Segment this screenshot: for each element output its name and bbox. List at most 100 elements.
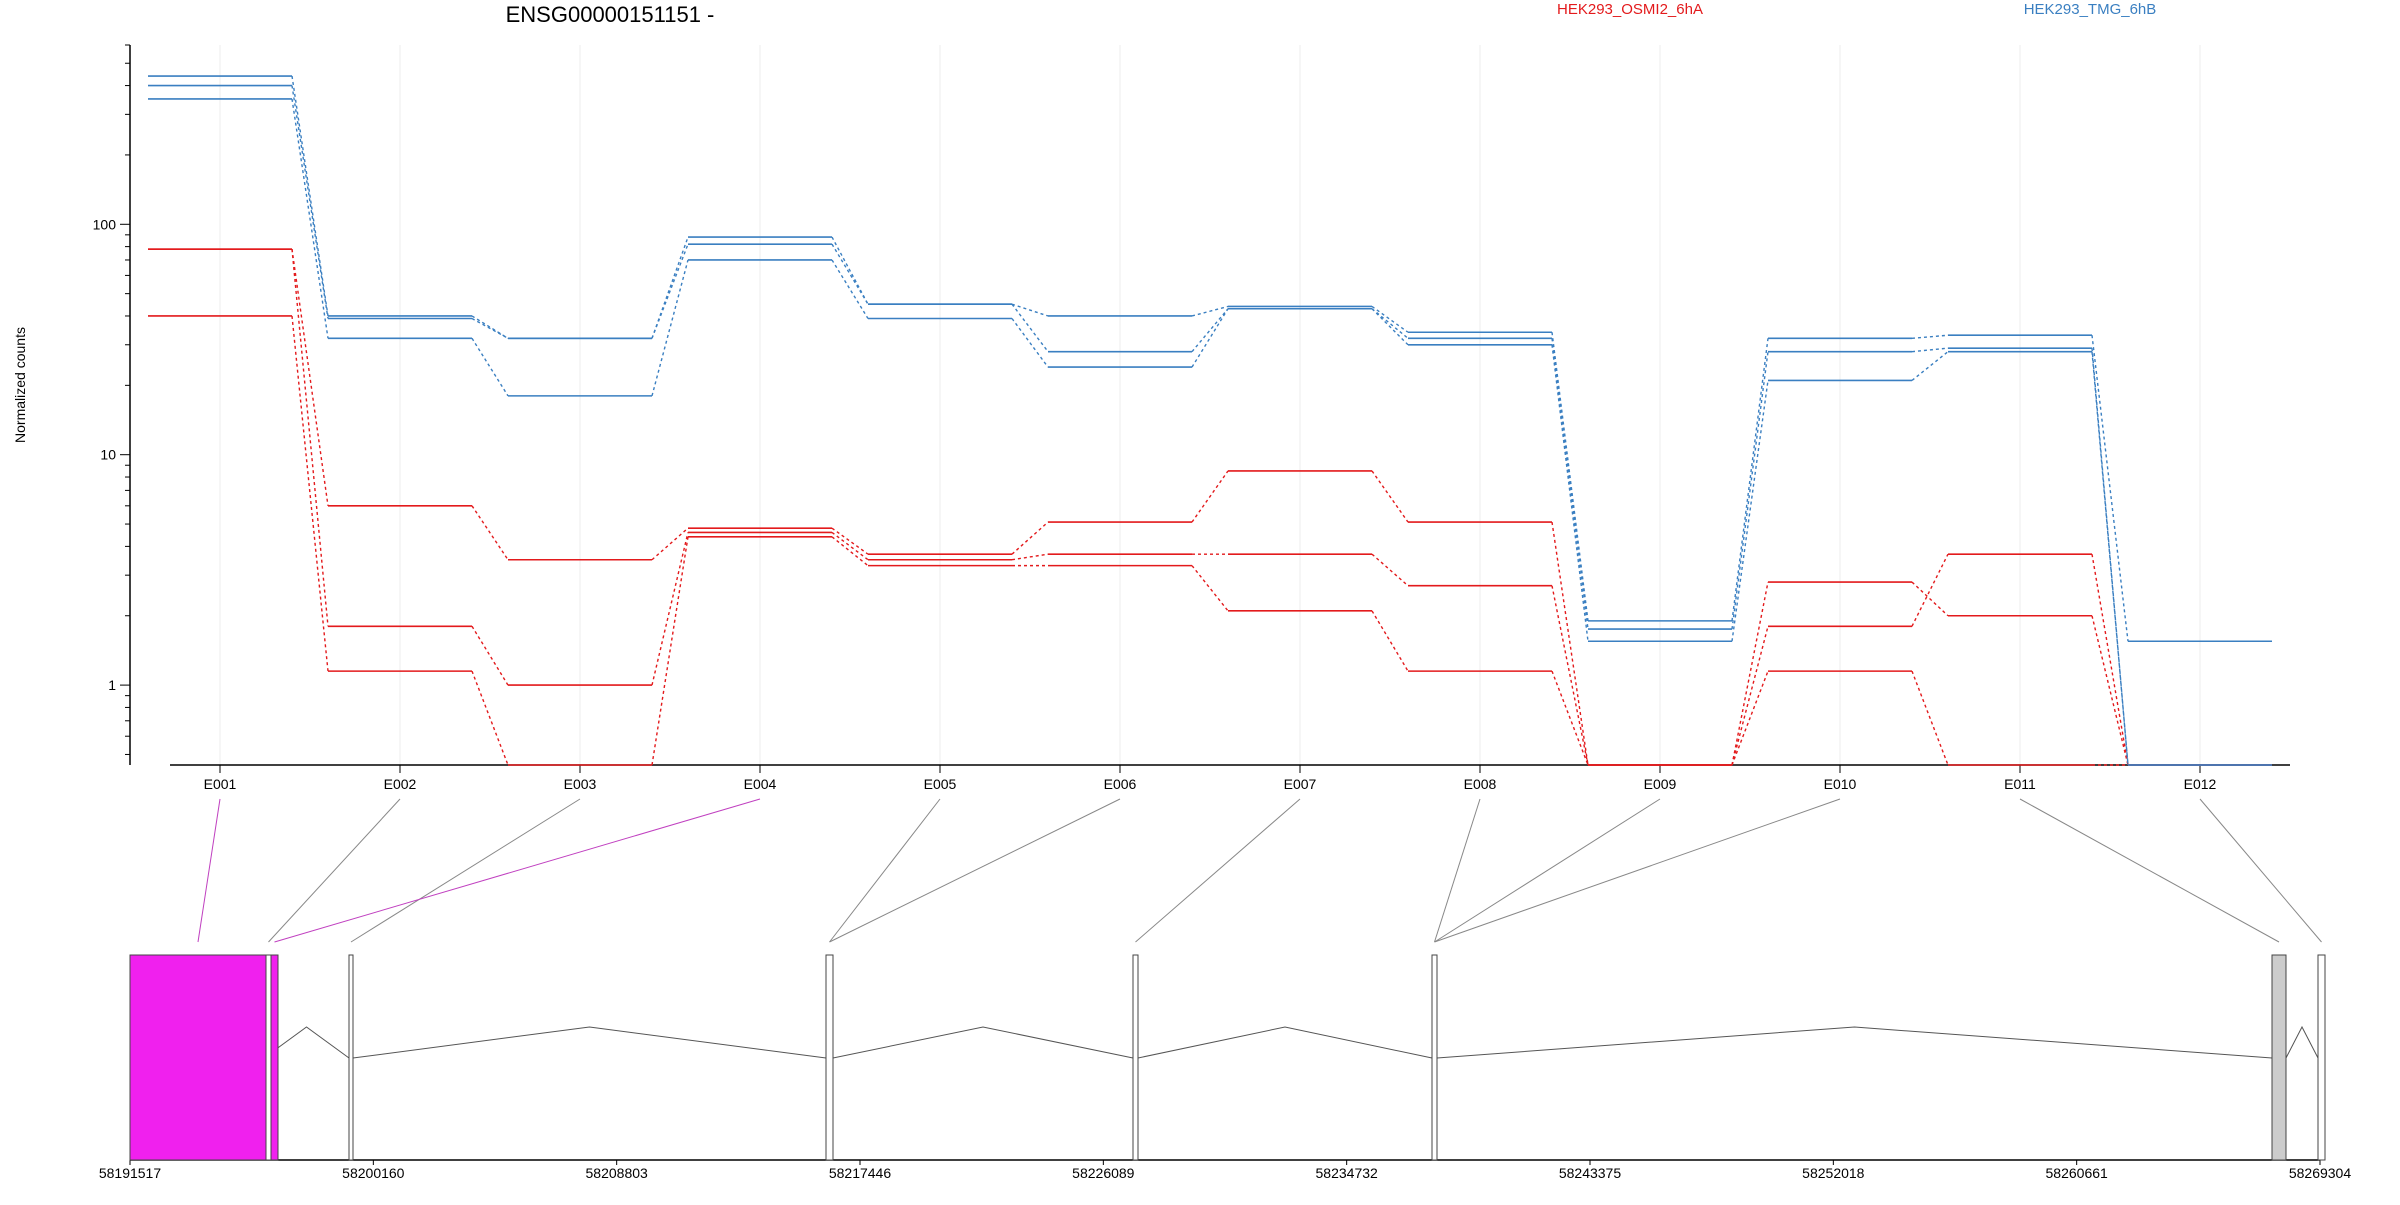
- x-tick-label: E003: [564, 776, 597, 792]
- x-tick-label: E006: [1104, 776, 1137, 792]
- series-transition: [291, 75, 329, 317]
- x-tick-label: E012: [2184, 776, 2217, 792]
- series-transition: [831, 236, 869, 305]
- series-transition: [1731, 670, 1769, 766]
- series-lines: [148, 75, 2272, 766]
- coordinate-tick-label: 58269304: [2289, 1165, 2352, 1181]
- series-transition: [1371, 305, 1409, 333]
- series-transition: [831, 259, 869, 319]
- series-transition: [2091, 615, 2129, 766]
- series-transition: [2091, 554, 2129, 766]
- series-transition: [651, 243, 689, 339]
- series-transition: [471, 315, 509, 339]
- chart-title: ENSG00000151151 -: [506, 2, 715, 27]
- y-tick-label: 100: [93, 216, 117, 232]
- intron-line: [1436, 1026, 2273, 1059]
- axes: 1 10 100 E001 E002 E003 E004 E005 E006 E007 E008 E0…: [93, 44, 2290, 792]
- series-transition: [1731, 626, 1769, 766]
- series-transition: [291, 315, 329, 672]
- series-transition: [1371, 308, 1409, 339]
- series-transition: [1911, 334, 1949, 340]
- exon-connector: [2019, 798, 2280, 943]
- coordinate-tick-label: 58208803: [586, 1165, 649, 1181]
- series-transition: [1011, 303, 1049, 317]
- series-transition: [1191, 305, 1229, 317]
- series-transition: [1551, 332, 1589, 621]
- exon-connector: [197, 798, 221, 943]
- x-tick-label: E010: [1824, 776, 1857, 792]
- series-transition: [1011, 318, 1049, 368]
- exon-connector: [1434, 798, 1481, 943]
- legend-entry-tmg: HEK293_TMG_6hB: [2024, 1, 2157, 18]
- exon-box: [825, 954, 834, 1161]
- y-tick-label: 10: [100, 447, 116, 463]
- x-tick-label: E011: [2004, 776, 2036, 792]
- series-transition: [471, 317, 509, 339]
- series-transition: [1731, 581, 1769, 766]
- exon-box: [265, 954, 272, 1161]
- x-tick-label: E002: [384, 776, 417, 792]
- series-transition: [1731, 380, 1769, 642]
- exon-box: [348, 954, 354, 1161]
- series-transition: [831, 243, 869, 305]
- series-transition: [1371, 308, 1409, 346]
- exon-box: [2317, 954, 2326, 1161]
- x-tick-label: E004: [744, 776, 777, 792]
- series-transition: [2091, 348, 2129, 766]
- series-transition: [1011, 303, 1049, 353]
- coordinate-tick-label: 58191517: [99, 1165, 162, 1181]
- exon-box: [2271, 954, 2287, 1161]
- exon-connector: [1135, 798, 1301, 943]
- series-transition: [1191, 470, 1229, 523]
- series-transition: [651, 236, 689, 339]
- series-transition: [1911, 351, 1949, 382]
- series-transition: [291, 249, 329, 627]
- series-transition: [831, 527, 869, 555]
- series-transition: [471, 670, 509, 766]
- series-transition: [1551, 521, 1589, 766]
- series-transition: [651, 259, 689, 397]
- x-tick-label: E009: [1644, 776, 1677, 792]
- series-transition: [471, 625, 509, 686]
- series-transition: [1911, 670, 1949, 766]
- series-transition: [1911, 553, 1949, 627]
- series-transition: [831, 536, 869, 567]
- series-transition: [1551, 338, 1589, 630]
- y-axis-label: Normalized counts: [12, 327, 28, 443]
- exon-connector: [274, 798, 761, 943]
- exon-box: [1431, 954, 1438, 1161]
- series-transition: [2091, 335, 2129, 642]
- series-transition: [1911, 347, 1949, 353]
- intron-line: [2285, 1025, 2319, 1059]
- legend-entry-osmi2: HEK293_OSMI2_6hA: [1557, 1, 1703, 18]
- series-transition: [1371, 553, 1409, 587]
- series-transition: [1011, 553, 1049, 561]
- exon-box: [1132, 954, 1139, 1161]
- exon-connector: [829, 798, 941, 943]
- series-transition: [291, 98, 329, 339]
- series-transition: [1191, 308, 1229, 353]
- x-tick-label: E007: [1284, 776, 1317, 792]
- series-transition: [1551, 344, 1589, 642]
- x-tick-label: E005: [924, 776, 957, 792]
- exon-connector: [2199, 798, 2322, 943]
- coordinate-tick-label: 58252018: [1802, 1165, 1865, 1181]
- series-transition: [831, 531, 869, 561]
- coordinate-tick-label: 58226089: [1072, 1165, 1135, 1181]
- coordinate-tick-label: 58234732: [1316, 1165, 1379, 1181]
- series-transition: [291, 249, 329, 506]
- exon-connector: [350, 798, 581, 943]
- coordinate-tick-label: 58260661: [2046, 1165, 2109, 1181]
- coordinate-tick-label: 58217446: [829, 1165, 892, 1181]
- exon-connector: [829, 798, 1121, 943]
- series-transition: [651, 532, 689, 686]
- series-transition: [651, 536, 689, 766]
- series-transition: [471, 337, 509, 397]
- exon-connectors: [197, 798, 2322, 943]
- series-transition: [291, 85, 329, 319]
- series-transition: [1731, 351, 1769, 630]
- series-transition: [471, 505, 509, 561]
- exon-connector: [1434, 798, 1661, 943]
- intron-line: [1137, 1026, 1433, 1059]
